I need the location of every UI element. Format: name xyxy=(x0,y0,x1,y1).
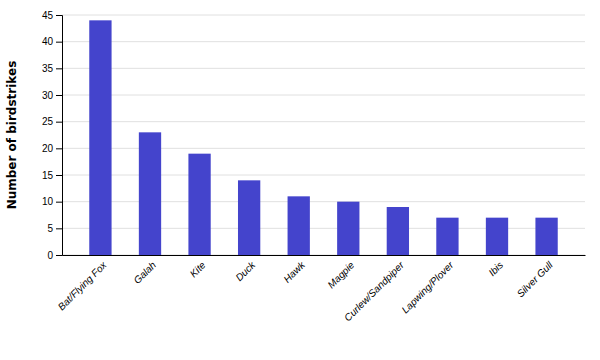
x-tick-label: Curlew/Sandpiper xyxy=(342,259,406,323)
x-axis: Bat/Flying Fox Galah Kite Duck Hawk MagpieCur… xyxy=(56,256,586,324)
x-tick-label: Duck xyxy=(233,259,258,284)
y-tick-label: 30 xyxy=(42,90,54,101)
bar xyxy=(535,218,557,255)
y-tick-mark xyxy=(56,42,62,43)
axis-domain xyxy=(56,16,63,256)
y-tick-label: 45 xyxy=(42,10,54,21)
bar xyxy=(436,218,458,255)
y-tick-mark xyxy=(56,95,62,96)
x-tick: Duck xyxy=(233,259,258,284)
y-tick: 30 xyxy=(42,90,62,101)
x-tick: Silver Gull xyxy=(515,259,556,300)
y-tick-label: 5 xyxy=(47,223,53,234)
y-tick: 25 xyxy=(42,116,62,127)
grid xyxy=(62,15,585,255)
chart: 0 5 10 15 20 25 30 35 40 45 Bat/Flying Fox Galah Kit… xyxy=(0,0,600,360)
x-tick: Curlew/Sandpiper xyxy=(342,259,406,323)
x-tick-label: Kite xyxy=(188,259,208,279)
y-tick-label: 15 xyxy=(42,170,54,181)
y-tick: 5 xyxy=(47,223,62,234)
x-tick: Kite xyxy=(188,259,208,279)
bar xyxy=(337,202,359,255)
x-tick-label: Silver Gull xyxy=(515,259,556,300)
y-tick-label: 35 xyxy=(42,63,54,74)
y-axis-title: Number of birdstrikes xyxy=(5,61,19,210)
y-tick-label: 40 xyxy=(42,36,54,47)
y-tick: 0 xyxy=(47,250,62,261)
y-tick-label: 20 xyxy=(42,143,54,154)
grid-line xyxy=(62,121,585,122)
bar xyxy=(188,154,210,255)
y-tick-mark xyxy=(56,122,62,123)
y-tick-label: 25 xyxy=(42,116,54,127)
y-tick: 40 xyxy=(42,36,62,47)
plot: 0 5 10 15 20 25 30 35 40 45 Bat/Flying Fox Galah Kit… xyxy=(42,10,586,324)
x-tick: Galah xyxy=(131,259,158,286)
axis-domain xyxy=(63,255,586,256)
y-tick-mark xyxy=(56,175,62,176)
bar xyxy=(387,207,409,255)
x-tick: Lapwing/Plover xyxy=(399,259,456,316)
bar xyxy=(89,20,111,255)
x-tick-label: Lapwing/Plover xyxy=(399,259,456,316)
x-tick: Magpie xyxy=(325,259,356,290)
y-axis: 0 5 10 15 20 25 30 35 40 45 xyxy=(42,10,63,261)
bar xyxy=(288,196,310,255)
y-tick-mark xyxy=(56,68,62,69)
y-tick: 45 xyxy=(42,10,62,21)
y-tick-mark xyxy=(56,148,62,149)
x-tick: Bat/Flying Fox xyxy=(56,259,110,313)
x-tick-label: Magpie xyxy=(325,259,356,290)
bars xyxy=(89,20,557,255)
y-tick-label: 0 xyxy=(47,250,53,261)
y-tick-mark xyxy=(56,15,62,16)
x-tick: Ibis xyxy=(486,259,505,278)
x-tick-label: Galah xyxy=(131,259,158,286)
y-tick: 10 xyxy=(42,196,62,207)
y-tick: 20 xyxy=(42,143,62,154)
y-tick-label: 10 xyxy=(42,196,54,207)
x-tick-label: Hawk xyxy=(281,259,307,285)
grid-line xyxy=(62,15,585,16)
x-tick: Hawk xyxy=(281,259,307,285)
grid-line xyxy=(62,41,585,42)
grid-line xyxy=(62,68,585,69)
grid-line xyxy=(62,95,585,96)
bar xyxy=(139,132,161,255)
x-tick-label: Bat/Flying Fox xyxy=(56,259,110,313)
y-tick: 35 xyxy=(42,63,62,74)
bar xyxy=(238,180,260,255)
y-tick: 15 xyxy=(42,170,62,181)
y-tick-mark xyxy=(56,202,62,203)
x-tick-label: Ibis xyxy=(486,259,505,278)
bar xyxy=(486,218,508,255)
y-tick-mark xyxy=(56,255,62,256)
y-tick-mark xyxy=(56,228,62,229)
